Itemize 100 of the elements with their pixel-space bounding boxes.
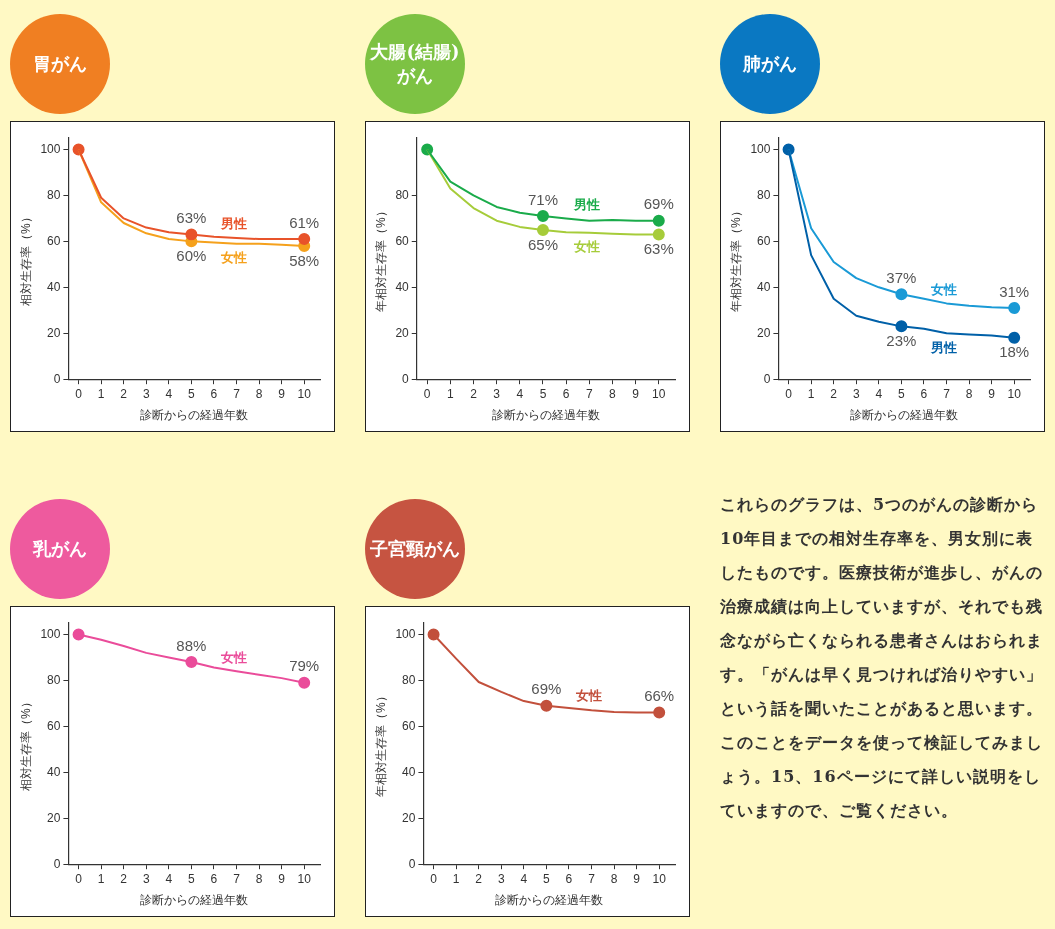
x-tick-label: 2 <box>475 871 483 886</box>
y-axis-title: 年相対生存率（%） <box>728 205 743 312</box>
x-tick-label: 10 <box>1007 386 1022 401</box>
x-tick-label: 0 <box>430 871 438 886</box>
y-tick-label: 20 <box>47 325 61 340</box>
data-label: 61% <box>289 213 320 231</box>
x-tick-label: 7 <box>233 386 241 401</box>
x-tick-label: 8 <box>609 386 617 401</box>
data-label: 71% <box>527 190 558 208</box>
x-tick-label: 2 <box>120 386 128 401</box>
chart-title: 大腸(結腸)がん <box>369 40 461 88</box>
y-tick-label: 40 <box>757 279 771 294</box>
x-tick-label: 8 <box>255 386 263 401</box>
text: これらのグラフは、5つのがんの診断から10年目までの相対生存率を、男女別に表したものです。医療技術が進歩し、がんの治療成績は向上していますが、それでも残念ながら亡くなられる患者さんはおられます。「がんは早く見つければ治りやすい」という話を聞いたことがあると思います。このことをデータを使って検証してみましょう。15、16ページにて詳しい説明をしていますので、ご覧ください。 <box>720 495 1043 820</box>
x-tick-label: 7 <box>585 386 593 401</box>
y-tick-label: 60 <box>47 718 61 733</box>
x-tick-label: 6 <box>565 871 573 886</box>
x-tick-label: 3 <box>142 871 150 886</box>
y-tick-label: 60 <box>402 718 416 733</box>
x-axis-title: 診断からの経過年数 <box>140 408 249 423</box>
x-tick-label: 1 <box>446 386 454 401</box>
series-label: 女性 <box>930 281 958 297</box>
x-tick-label: 7 <box>943 386 951 401</box>
x-tick-label: 3 <box>497 871 505 886</box>
y-tick-label: 100 <box>40 626 61 641</box>
x-axis-title: 診断からの経過年数 <box>140 893 249 908</box>
x-tick-label: 10 <box>652 871 667 886</box>
x-tick-label: 10 <box>297 871 312 886</box>
x-tick-label: 3 <box>852 386 860 401</box>
y-axis-title: 年相対生存率（%） <box>373 205 388 312</box>
data-label: 63% <box>176 209 207 227</box>
series-label: 女性 <box>220 249 248 265</box>
series-label: 男性 <box>930 339 958 355</box>
x-tick-label: 6 <box>920 386 928 401</box>
data-label: 66% <box>644 687 675 705</box>
x-tick-label: 5 <box>539 386 547 401</box>
y-tick-label: 100 <box>40 141 61 156</box>
series-label: 男性 <box>572 197 600 213</box>
x-tick-label: 9 <box>988 386 996 401</box>
x-axis-title: 診断からの経過年数 <box>491 408 600 423</box>
x-tick-label: 1 <box>97 871 105 886</box>
y-axis-title: 相対生存率（%） <box>18 211 33 306</box>
point <box>1008 301 1021 314</box>
x-tick-label: 6 <box>210 871 218 886</box>
x-tick-label: 3 <box>493 386 501 401</box>
x-tick-label: 5 <box>188 386 196 401</box>
y-tick-label: 40 <box>395 279 410 294</box>
series-label: 女性 <box>572 239 600 255</box>
x-tick-label: 3 <box>142 386 150 401</box>
x-tick-label: 4 <box>875 386 883 401</box>
data-label: 69% <box>531 680 562 698</box>
series-label: 女性 <box>575 688 603 704</box>
y-tick-label: 20 <box>402 810 416 825</box>
x-tick-label: 5 <box>543 871 551 886</box>
y-tick-label: 80 <box>757 187 771 202</box>
x-tick-label: 9 <box>278 871 286 886</box>
x-tick-label: 0 <box>75 871 83 886</box>
y-axis-title: 年相対生存率（%） <box>373 690 388 797</box>
data-label: 23% <box>886 332 917 350</box>
x-axis-title: 診断からの経過年数 <box>495 893 604 908</box>
point <box>72 628 85 641</box>
x-tick-label: 5 <box>188 871 196 886</box>
y-tick-label: 0 <box>53 856 61 871</box>
x-tick-label: 8 <box>255 871 263 886</box>
point <box>298 233 311 246</box>
y-tick-label: 20 <box>395 325 410 340</box>
x-tick-label: 1 <box>97 386 105 401</box>
x-tick-label: 4 <box>165 871 173 886</box>
data-label: 18% <box>999 343 1030 361</box>
x-tick-label: 9 <box>632 386 640 401</box>
chart-title: 肺がん <box>742 52 798 76</box>
x-tick-label: 6 <box>562 386 570 401</box>
y-tick-label: 60 <box>395 233 410 248</box>
point <box>652 214 665 227</box>
y-tick-label: 80 <box>402 672 416 687</box>
x-tick-label: 6 <box>210 386 218 401</box>
x-tick-label: 1 <box>452 871 460 886</box>
chart-title: 胃がん <box>32 52 88 76</box>
y-tick-label: 80 <box>47 672 61 687</box>
x-tick-label: 5 <box>898 386 906 401</box>
data-label: 63% <box>643 240 674 258</box>
y-tick-label: 40 <box>402 764 416 779</box>
x-tick-label: 2 <box>830 386 838 401</box>
x-tick-label: 0 <box>75 386 83 401</box>
point <box>427 628 440 641</box>
series-label: 男性 <box>220 215 248 231</box>
data-label: 37% <box>886 268 917 286</box>
x-tick-label: 2 <box>120 871 128 886</box>
y-tick-label: 60 <box>47 233 61 248</box>
y-tick-label: 100 <box>395 626 416 641</box>
x-tick-label: 9 <box>278 386 286 401</box>
x-tick-label: 4 <box>520 871 528 886</box>
x-tick-label: 8 <box>610 871 618 886</box>
chart-title: 子宮頸がん <box>369 537 461 561</box>
y-tick-label: 80 <box>47 187 61 202</box>
y-tick-label: 0 <box>408 856 416 871</box>
data-label: 65% <box>527 235 558 253</box>
y-tick-label: 100 <box>750 141 771 156</box>
x-tick-label: 10 <box>652 386 666 401</box>
point <box>1008 331 1021 344</box>
